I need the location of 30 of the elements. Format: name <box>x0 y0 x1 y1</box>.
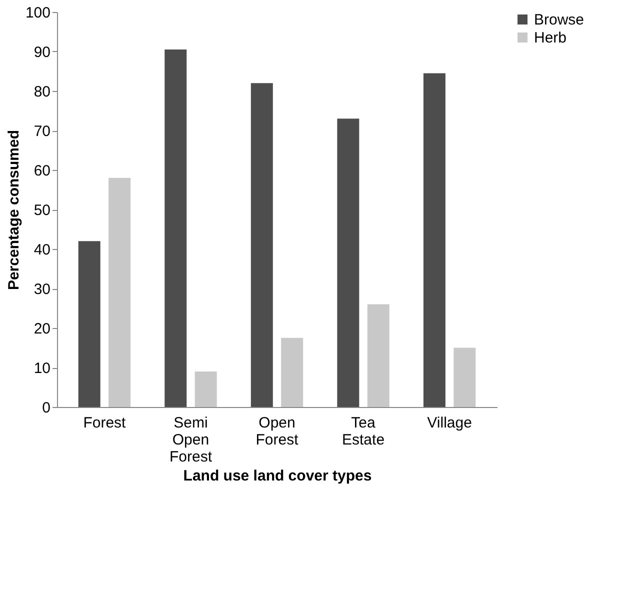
y-axis-title: Percentage consumed <box>5 130 22 290</box>
x-tick-label: Tea Estate <box>342 414 385 448</box>
bar <box>250 83 273 407</box>
y-tick-label: 80 <box>34 84 50 100</box>
y-tick-label: 50 <box>34 202 50 219</box>
legend-label: Herb <box>534 30 567 46</box>
x-tick-label: Semi Open Forest <box>169 414 213 466</box>
y-tick-label: 70 <box>34 123 50 140</box>
bar <box>108 178 131 407</box>
y-tick-label: 100 <box>25 4 50 22</box>
x-tick-label: Village <box>427 414 472 432</box>
bar <box>281 338 304 407</box>
y-tick-label: 30 <box>34 281 50 298</box>
y-tick-label: 90 <box>34 44 50 61</box>
y-tick-label: 10 <box>34 360 50 377</box>
y-tick-label: 40 <box>34 242 50 258</box>
bar <box>337 118 360 407</box>
bar <box>423 73 446 407</box>
x-tick-label: Forest <box>83 414 127 432</box>
bar <box>367 304 390 407</box>
x-axis-title: Land use land cover types <box>183 468 372 484</box>
y-tick-label: 20 <box>34 320 50 338</box>
bar <box>194 371 217 407</box>
legend-label: Browse <box>534 12 584 28</box>
x-tick-label: Open Forest <box>256 414 300 448</box>
bar <box>78 241 100 407</box>
y-tick-label: 0 <box>42 400 50 416</box>
y-tick-label: 60 <box>34 162 50 180</box>
bar <box>454 348 476 407</box>
bar <box>164 50 187 407</box>
